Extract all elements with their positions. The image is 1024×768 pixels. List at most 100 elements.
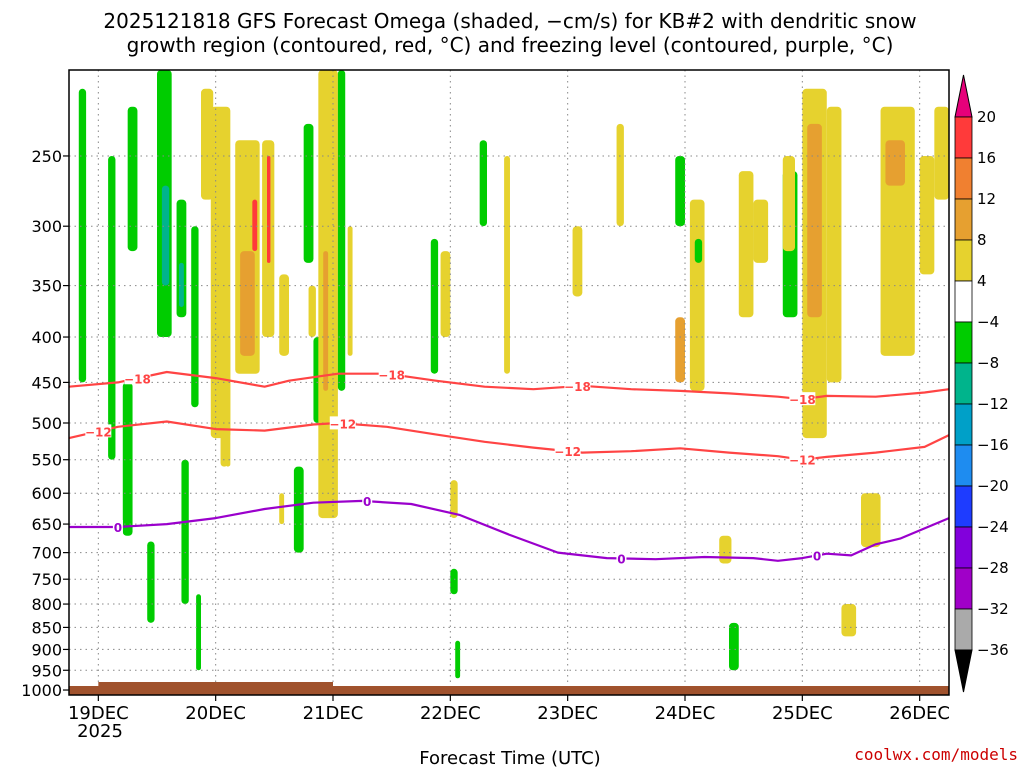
- omega-blob-36: [479, 140, 487, 227]
- omega-blob-37: [504, 155, 510, 374]
- omega-blob-49: [782, 155, 795, 252]
- omega-blob-41: [675, 317, 685, 383]
- omega-blob-1: [108, 155, 116, 460]
- x-tick-label-4: 23DEC: [537, 703, 598, 724]
- contour-label-bg--18C-3: [789, 392, 816, 406]
- omega-blob-21: [279, 274, 289, 356]
- omega-blob-12: [201, 88, 214, 200]
- temperature-contours: −18 −18 −18 −18 −12 −12 −12 −12 0 0 0 0: [68, 367, 950, 566]
- x-axis-label: Forecast Time (UTC): [419, 748, 600, 768]
- omega-blob-52: [826, 106, 842, 383]
- contour-label--12C-0: −12: [85, 425, 112, 439]
- y-tick-label-5: 500: [31, 414, 62, 433]
- omega-blob-22: [279, 493, 285, 525]
- omega-blob-43: [694, 238, 703, 263]
- omega-blob-18: [252, 199, 258, 252]
- colorbar-top-arrow: [954, 74, 973, 118]
- terrain-base: [69, 686, 949, 695]
- omega-blob-30: [347, 226, 353, 356]
- omega-blob-15: [225, 337, 231, 467]
- y-tick-label-0: 250: [31, 147, 62, 166]
- contour-line-0C: [69, 499, 950, 562]
- omega-blob-38: [572, 226, 583, 297]
- credit-text: coolwx.com/models: [854, 745, 1018, 764]
- y-tick-label-10: 750: [31, 570, 62, 589]
- contour-label-bg--18C-0: [124, 371, 151, 385]
- colorbar-label-1: 16: [977, 149, 996, 167]
- y-tick-label-4: 450: [31, 373, 62, 392]
- omega-blob-46: [738, 171, 754, 318]
- omega-blob-11: [196, 594, 201, 671]
- contour-line--18C: [68, 370, 950, 401]
- omega-blob-29: [337, 70, 346, 391]
- contour-label-bg--12C-0: [85, 424, 112, 438]
- omega-blob-28: [323, 251, 329, 391]
- omega-blob-33: [450, 480, 458, 519]
- colorbar-label-0: 20: [977, 108, 996, 126]
- omega-blob-34: [450, 568, 458, 595]
- colorbar-swatch-7: [954, 403, 973, 446]
- colorbar-swatch-1: [954, 157, 973, 200]
- omega-blob-40: [675, 155, 685, 227]
- omega-blob-57: [919, 155, 935, 275]
- omega-blob-51: [807, 123, 822, 318]
- omega-shading: [78, 70, 949, 679]
- colorbar-label-5: −4: [977, 313, 999, 331]
- omega-blob-42: [689, 199, 705, 391]
- terrain-strip: [69, 682, 949, 695]
- colorbar-label-6: −8: [977, 354, 999, 372]
- colorbar-swatch-4: [954, 280, 973, 323]
- colorbar-swatch-6: [954, 362, 973, 405]
- omega-blob-35: [455, 640, 461, 679]
- x-tick-label-0: 19DEC: [68, 703, 129, 724]
- contour-label-0C-1: 0: [363, 495, 371, 509]
- y-tick-label-12: 850: [31, 618, 62, 637]
- omega-blob-39: [616, 123, 624, 227]
- contour-label-bg-0C-1: [362, 494, 373, 508]
- colorbar-label-7: −12: [977, 395, 1009, 413]
- x-tick-label-6: 25DEC: [772, 703, 833, 724]
- y-tick-label-8: 650: [31, 515, 62, 534]
- colorbar: 20 16 12 8 4 −4 −8 −12 −16 −20 −24 −28 −32 −36: [954, 74, 1009, 693]
- colorbar-label-8: −16: [977, 436, 1009, 454]
- omega-blob-0: [78, 88, 87, 383]
- x-axis-year: 2025: [77, 721, 123, 742]
- omega-blob-58: [934, 106, 949, 200]
- omega-blob-9: [181, 459, 189, 605]
- x-tick-label-2: 21DEC: [303, 703, 364, 724]
- colorbar-label-13: −36: [977, 641, 1009, 659]
- colorbar-bottom-arrow: [954, 649, 973, 693]
- colorbar-swatch-11: [954, 567, 973, 610]
- contour-label-bg--18C-1: [378, 367, 405, 381]
- colorbar-label-2: 12: [977, 190, 996, 208]
- contour-label-bg--12C-1: [329, 416, 356, 430]
- y-tick-label-7: 600: [31, 484, 62, 503]
- chart-title-line-1: 2025121818 GFS Forecast Omega (shaded, −…: [103, 9, 916, 33]
- omega-blob-20: [267, 155, 271, 263]
- x-axis-ticks: 19DEC 20DEC 21DEC 22DEC 23DEC 24DEC 25DEC 26DEC: [68, 695, 950, 724]
- omega-blob-2: [122, 382, 133, 536]
- contour-label-0C-0: 0: [114, 521, 122, 535]
- contour-label--12C-1: −12: [329, 417, 356, 431]
- contour-label-bg-0C-0: [112, 520, 123, 534]
- omega-blob-56: [885, 140, 905, 186]
- colorbar-label-11: −28: [977, 559, 1009, 577]
- colorbar-swatch-5: [954, 321, 973, 364]
- x-tick-label-1: 20DEC: [185, 703, 246, 724]
- contour-label--18C-1: −18: [378, 368, 405, 382]
- contour-line--12C: [68, 420, 950, 461]
- colorbar-swatch-2: [954, 198, 973, 241]
- contour-label--18C-2: −18: [564, 380, 591, 394]
- omega-blob-31: [430, 238, 439, 374]
- contour-label--18C-3: −18: [789, 393, 816, 407]
- omega-blob-32: [440, 251, 451, 338]
- omega-blob-24: [303, 123, 314, 263]
- colorbar-swatch-12: [954, 608, 973, 651]
- contour-label-bg--12C-3: [789, 452, 816, 466]
- contour-label-bg-0C-3: [812, 548, 822, 562]
- contour-label-0C-2: 0: [617, 552, 625, 566]
- y-axis-ticks: 250 300 350 400 450 500 550 600 650 700 750 800 850 9…: [21, 147, 69, 700]
- x-tick-label-3: 22DEC: [420, 703, 481, 724]
- chart-title-line-2: growth region (contoured, red, °C) and f…: [127, 33, 894, 57]
